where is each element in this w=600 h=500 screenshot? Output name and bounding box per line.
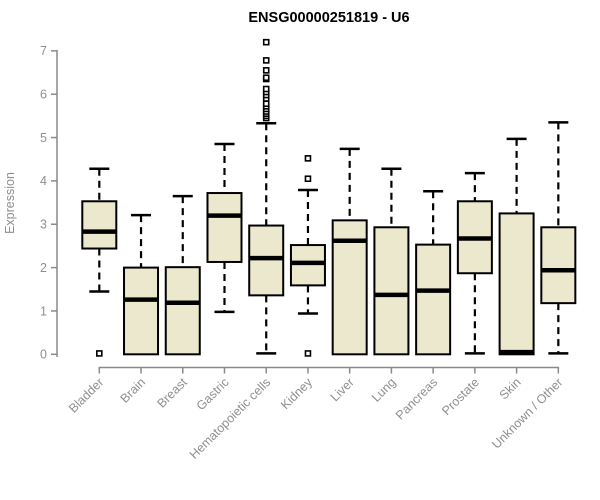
box-rect (81, 200, 118, 250)
boxplot-unknown-other (540, 121, 577, 355)
y-tick-label: 5 (40, 131, 47, 145)
boxplot-kidney (289, 155, 326, 357)
outlier-point (262, 85, 270, 93)
boxplot-prostate (456, 171, 493, 355)
box-rect (373, 226, 410, 356)
y-tick-label: 1 (40, 304, 47, 318)
y-tick-label: 4 (40, 174, 47, 188)
outlier-point (96, 350, 103, 357)
box-rect (123, 266, 160, 356)
y-tick-label: 3 (40, 218, 47, 232)
x-tick-label: Hematopoietic cells (187, 375, 274, 462)
boxplot-hematopoietic-cells (248, 38, 285, 355)
x-tick-label: Breast (154, 375, 190, 411)
box-rect (498, 212, 535, 356)
boxplot-liver (331, 147, 368, 356)
outlier-point (262, 67, 270, 74)
x-tick-label: Skin (497, 375, 524, 402)
x-tick-label: Unknown / Other (489, 375, 565, 451)
x-tick-label: Gastric (194, 375, 232, 413)
y-tick-label: 7 (40, 44, 47, 58)
boxplot-pancreas (415, 190, 452, 356)
boxplot-skin (498, 137, 535, 356)
x-tick-label: Kidney (278, 375, 315, 412)
box-rect (248, 224, 285, 297)
outlier-point (262, 74, 270, 82)
x-tick-label: Liver (328, 375, 357, 404)
plot-area: 0 1 2 3 4 5 6 7 Bladder Brain Breast GastricHematop… (40, 38, 577, 462)
x-tick-label: Pancreas (393, 375, 440, 422)
box-rect (289, 244, 326, 287)
y-tick-label: 2 (40, 261, 47, 275)
outlier-point (304, 350, 312, 357)
boxplot-lung (373, 167, 410, 356)
box-rect (206, 192, 243, 263)
x-tick-label: Lung (369, 375, 399, 405)
y-axis-label: Expression (3, 172, 17, 234)
chart-title: ENSG00000251819 - U6 (248, 10, 409, 26)
outlier-point (262, 57, 270, 64)
x-tick-label: Prostate (439, 375, 482, 418)
outlier-point (262, 100, 270, 108)
boxplot-gastric (206, 142, 243, 314)
outlier-point (262, 38, 270, 46)
boxplot-brain (123, 213, 160, 356)
boxplot-bladder (81, 167, 118, 357)
y-tick-label: 0 (40, 348, 47, 362)
outlier-point (304, 155, 312, 162)
x-tick-label: Bladder (66, 375, 106, 415)
y-tick-label: 6 (40, 88, 47, 102)
outlier-point (304, 175, 312, 183)
boxplot-breast (164, 194, 201, 356)
x-tick-label: Brain (118, 375, 149, 406)
box-rect (540, 226, 577, 305)
box-rect (164, 266, 201, 356)
box-rect (415, 243, 452, 356)
